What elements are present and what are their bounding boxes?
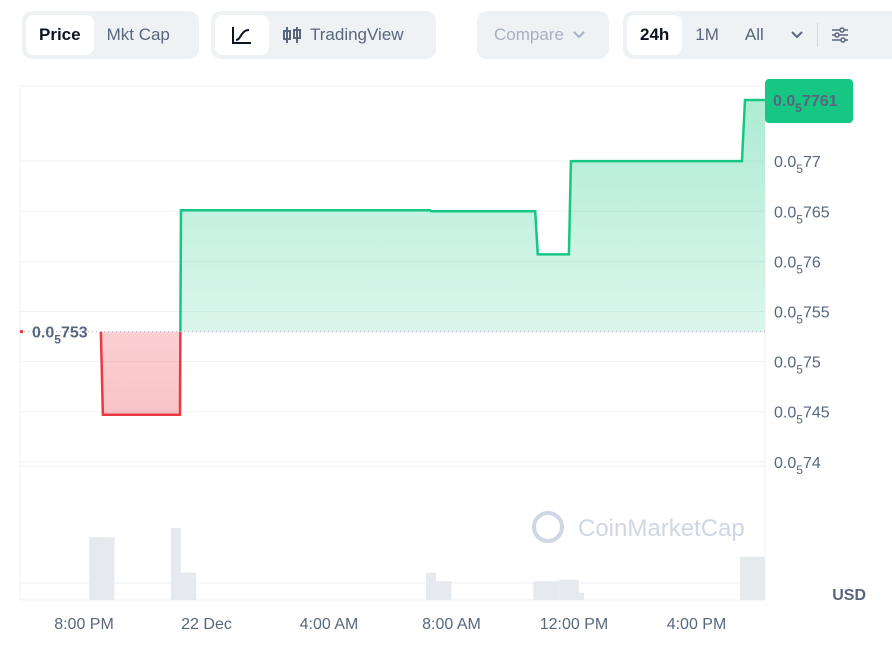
tradingview-label: TradingView (310, 25, 404, 44)
range-24h[interactable]: 24h (627, 15, 683, 55)
volume-bar (170, 528, 181, 600)
volume-bar (441, 581, 452, 600)
volume-bar (548, 581, 559, 600)
volume-bar (99, 537, 110, 600)
y-tick-label: 0.05755 (774, 305, 830, 327)
y-tick-label: 0.0574 (774, 455, 821, 477)
volume-bar (175, 572, 186, 600)
up-area (100, 100, 765, 332)
y-tick-label: 0.05745 (774, 405, 830, 427)
tradingview-button[interactable]: TradingView (269, 15, 417, 55)
volume-bar (739, 556, 750, 600)
volume-bar (538, 581, 549, 600)
x-tick-label: 4:00 AM (300, 616, 359, 633)
volume-bar (426, 572, 437, 600)
current-price-label: 0.057761 (773, 93, 838, 115)
volume-bar (436, 581, 447, 600)
volume-bar (533, 581, 544, 600)
price-line-up (100, 98, 765, 332)
watermark-text: CoinMarketCap (578, 515, 745, 542)
y-tick-label: 0.0576 (774, 254, 821, 276)
current-price-badge (765, 79, 853, 124)
x-tick-label: 22 Dec (181, 616, 232, 633)
compare-dropdown[interactable]: Compare (477, 11, 609, 59)
volume-bar (94, 537, 105, 600)
range-1m[interactable]: 1M (695, 25, 719, 44)
sliders-icon (831, 27, 848, 43)
volume-bar (543, 581, 554, 600)
line-chart-button[interactable] (215, 15, 269, 55)
volume-bar (181, 572, 192, 600)
x-tick-label: 12:00 PM (540, 616, 608, 633)
x-tick-label: 8:00 PM (54, 616, 114, 633)
volume-bar (104, 537, 115, 600)
volume-bar (569, 579, 579, 600)
y-tick-label: 0.0577 (774, 154, 821, 176)
chevron-down-icon (573, 31, 585, 39)
price-tab[interactable]: Price (26, 15, 94, 55)
volume-bar (755, 556, 766, 600)
watermark-logo: CoinMarketCap (532, 511, 745, 543)
line-chart-icon (232, 27, 251, 44)
volume-bar (747, 556, 758, 600)
volume-bar (431, 581, 442, 600)
chart-type-toggle: TradingView (211, 11, 436, 59)
volume-bar (558, 579, 569, 600)
price-line-down (99, 331, 182, 417)
mktcap-tab[interactable]: Mkt Cap (106, 25, 170, 44)
x-tick-label: 8:00 AM (422, 616, 481, 633)
open-marker (20, 330, 23, 334)
y-tick-label: 0.0575 (774, 355, 821, 377)
chevron-down-icon (791, 31, 803, 39)
coinmarketcap-logo-icon (532, 511, 564, 543)
range-all[interactable]: All (744, 25, 764, 44)
volume-bar (563, 579, 574, 600)
x-tick-label: 4:00 PM (667, 616, 727, 633)
volume-bar (186, 572, 197, 600)
price-mktcap-toggle: Price Mkt Cap (22, 11, 199, 59)
range-more-dropdown[interactable] (777, 15, 817, 55)
volume-bar (89, 537, 100, 600)
volume-bar (574, 592, 585, 600)
range-toggle: 24h 1M All (623, 11, 892, 59)
chart-settings-button[interactable] (818, 15, 862, 55)
candlestick-icon (283, 27, 301, 43)
y-tick-label: 0.05765 (774, 204, 830, 226)
currency-label: USD (832, 587, 866, 604)
open-price-label: 0.05753 (32, 325, 88, 347)
divider (816, 23, 818, 47)
compare-label: Compare (494, 25, 564, 44)
down-area (100, 331, 181, 415)
